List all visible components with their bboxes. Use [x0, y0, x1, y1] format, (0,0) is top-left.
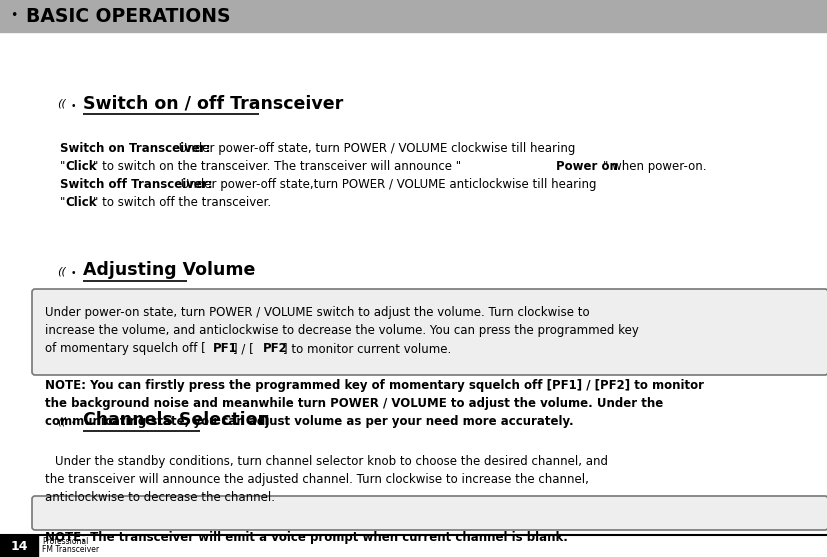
Text: " when power-on.: " when power-on.: [603, 160, 706, 173]
FancyBboxPatch shape: [32, 289, 827, 375]
Text: •: •: [71, 418, 77, 428]
Text: Click: Click: [65, 196, 97, 209]
Text: NOTE: The transceiver will emit a voice prompt when current channel is blank.: NOTE: The transceiver will emit a voice …: [45, 531, 568, 544]
Text: Under power-off state,turn POWER / VOLUME anticlockwise till hearing: Under power-off state,turn POWER / VOLUM…: [177, 178, 596, 191]
Text: ] / [: ] / [: [233, 342, 254, 355]
Text: the transceiver will announce the adjusted channel. Turn clockwise to increase t: the transceiver will announce the adjust…: [45, 473, 589, 486]
Text: •: •: [10, 9, 17, 22]
Text: Switch off Transceiver:: Switch off Transceiver:: [60, 178, 213, 191]
Text: FM Transceiver: FM Transceiver: [42, 545, 99, 555]
Text: Channels Selection: Channels Selection: [83, 411, 270, 429]
Text: of momentary squelch off [: of momentary squelch off [: [45, 342, 206, 355]
Text: ((: ((: [57, 266, 66, 276]
Text: Professional: Professional: [42, 536, 88, 545]
Text: ((: ((: [57, 99, 66, 109]
Text: Click: Click: [65, 160, 97, 173]
Text: ": ": [60, 196, 65, 209]
FancyBboxPatch shape: [32, 496, 827, 530]
Text: 14: 14: [10, 540, 28, 553]
Text: the background noise and meanwhile turn POWER / VOLUME to adjust the volume. Und: the background noise and meanwhile turn …: [45, 397, 663, 410]
Text: Switch on Transceiver:: Switch on Transceiver:: [60, 142, 211, 155]
Text: •: •: [71, 268, 77, 278]
Text: BASIC OPERATIONS: BASIC OPERATIONS: [26, 7, 231, 26]
Text: Adjusting Volume: Adjusting Volume: [83, 261, 256, 279]
Text: •: •: [71, 101, 77, 111]
Text: " to switch off the transceiver.: " to switch off the transceiver.: [93, 196, 271, 209]
Text: ((: ((: [57, 416, 66, 426]
Text: ] to monitor current volume.: ] to monitor current volume.: [283, 342, 452, 355]
Text: increase the volume, and anticlockwise to decrease the volume. You can press the: increase the volume, and anticlockwise t…: [45, 324, 639, 337]
Text: ": ": [60, 160, 65, 173]
Text: PF1: PF1: [213, 342, 237, 355]
Text: Under power-on state, turn POWER / VOLUME switch to adjust the volume. Turn cloc: Under power-on state, turn POWER / VOLUM…: [45, 306, 590, 319]
Text: Switch on / off Transceiver: Switch on / off Transceiver: [83, 94, 343, 112]
Text: " to switch on the transceiver. The transceiver will announce ": " to switch on the transceiver. The tran…: [93, 160, 461, 173]
Text: communicating state, you can adjust volume as per your need more accurately.: communicating state, you can adjust volu…: [45, 415, 574, 428]
Text: anticlockwise to decrease the channel.: anticlockwise to decrease the channel.: [45, 491, 275, 504]
Text: Under the standby conditions, turn channel selector knob to choose the desired c: Under the standby conditions, turn chann…: [55, 455, 608, 468]
Text: NOTE: You can firstly press the programmed key of momentary squelch off [PF1] / : NOTE: You can firstly press the programm…: [45, 379, 704, 392]
Text: Under power-off state, turn POWER / VOLUME clockwise till hearing: Under power-off state, turn POWER / VOLU…: [175, 142, 576, 155]
Text: PF2: PF2: [263, 342, 288, 355]
Text: Power on: Power on: [556, 160, 618, 173]
